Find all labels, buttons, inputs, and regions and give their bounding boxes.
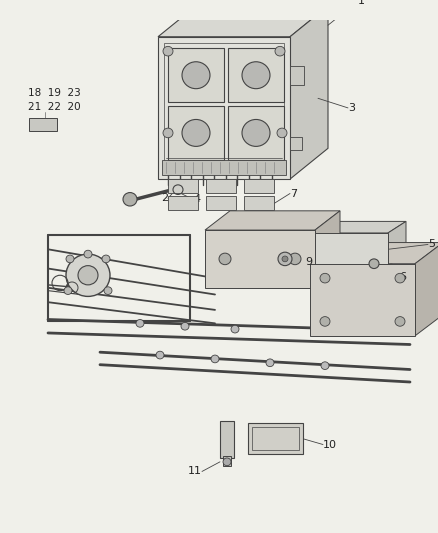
Circle shape bbox=[282, 256, 288, 262]
Circle shape bbox=[277, 128, 287, 138]
Bar bbox=[290, 66, 304, 85]
Circle shape bbox=[395, 317, 405, 326]
Bar bbox=[300, 233, 388, 265]
Text: 10: 10 bbox=[323, 440, 337, 449]
Circle shape bbox=[321, 362, 329, 369]
Bar bbox=[228, 49, 284, 102]
Circle shape bbox=[163, 46, 173, 56]
Text: 2: 2 bbox=[161, 193, 168, 203]
Circle shape bbox=[78, 265, 98, 285]
Circle shape bbox=[66, 254, 110, 296]
Text: 5: 5 bbox=[428, 239, 435, 249]
Circle shape bbox=[266, 359, 274, 367]
Circle shape bbox=[289, 253, 301, 265]
Bar bbox=[220, 422, 234, 458]
Circle shape bbox=[102, 255, 110, 263]
Polygon shape bbox=[205, 211, 340, 230]
Bar bbox=[310, 264, 415, 336]
Bar bbox=[168, 49, 224, 102]
Bar bbox=[162, 160, 286, 175]
Text: 11: 11 bbox=[188, 466, 202, 477]
Circle shape bbox=[395, 273, 405, 283]
Circle shape bbox=[320, 273, 330, 283]
Bar bbox=[290, 137, 302, 150]
Circle shape bbox=[123, 192, 137, 206]
Circle shape bbox=[242, 119, 270, 147]
Bar bbox=[168, 179, 198, 192]
Circle shape bbox=[278, 252, 292, 265]
Circle shape bbox=[66, 255, 74, 263]
Bar bbox=[244, 196, 274, 210]
Circle shape bbox=[369, 259, 379, 269]
Circle shape bbox=[223, 458, 231, 466]
Circle shape bbox=[104, 287, 112, 295]
Bar bbox=[223, 456, 231, 466]
Circle shape bbox=[84, 251, 92, 258]
Text: 9: 9 bbox=[305, 257, 312, 267]
Circle shape bbox=[163, 128, 173, 138]
Polygon shape bbox=[290, 6, 328, 179]
Bar bbox=[158, 37, 290, 179]
Bar bbox=[29, 118, 57, 131]
Text: 7: 7 bbox=[290, 189, 297, 198]
Circle shape bbox=[182, 62, 210, 88]
Polygon shape bbox=[310, 243, 438, 264]
Bar bbox=[252, 427, 299, 450]
Polygon shape bbox=[388, 221, 406, 265]
Polygon shape bbox=[158, 6, 328, 37]
Circle shape bbox=[242, 62, 270, 88]
Text: 3: 3 bbox=[348, 103, 355, 113]
Text: 1: 1 bbox=[358, 0, 365, 6]
Circle shape bbox=[182, 119, 210, 147]
Bar bbox=[244, 179, 274, 192]
Circle shape bbox=[211, 355, 219, 363]
Text: 6: 6 bbox=[399, 272, 406, 282]
Bar bbox=[205, 230, 315, 288]
Text: 4: 4 bbox=[193, 195, 200, 204]
Polygon shape bbox=[315, 211, 340, 288]
Circle shape bbox=[64, 287, 72, 295]
Polygon shape bbox=[300, 221, 406, 233]
Polygon shape bbox=[415, 243, 438, 336]
Circle shape bbox=[219, 253, 231, 265]
Bar bbox=[164, 43, 284, 173]
Text: 21  22  20: 21 22 20 bbox=[28, 102, 81, 112]
Bar bbox=[206, 196, 236, 210]
Circle shape bbox=[181, 322, 189, 330]
Text: 18  19  23: 18 19 23 bbox=[28, 87, 81, 98]
Bar bbox=[206, 179, 236, 192]
Circle shape bbox=[156, 351, 164, 359]
Bar bbox=[248, 423, 303, 454]
Circle shape bbox=[136, 319, 144, 327]
Bar bbox=[168, 106, 224, 160]
Circle shape bbox=[275, 46, 285, 56]
Bar bbox=[228, 106, 284, 160]
Circle shape bbox=[231, 325, 239, 333]
Circle shape bbox=[320, 317, 330, 326]
Bar bbox=[168, 196, 198, 210]
